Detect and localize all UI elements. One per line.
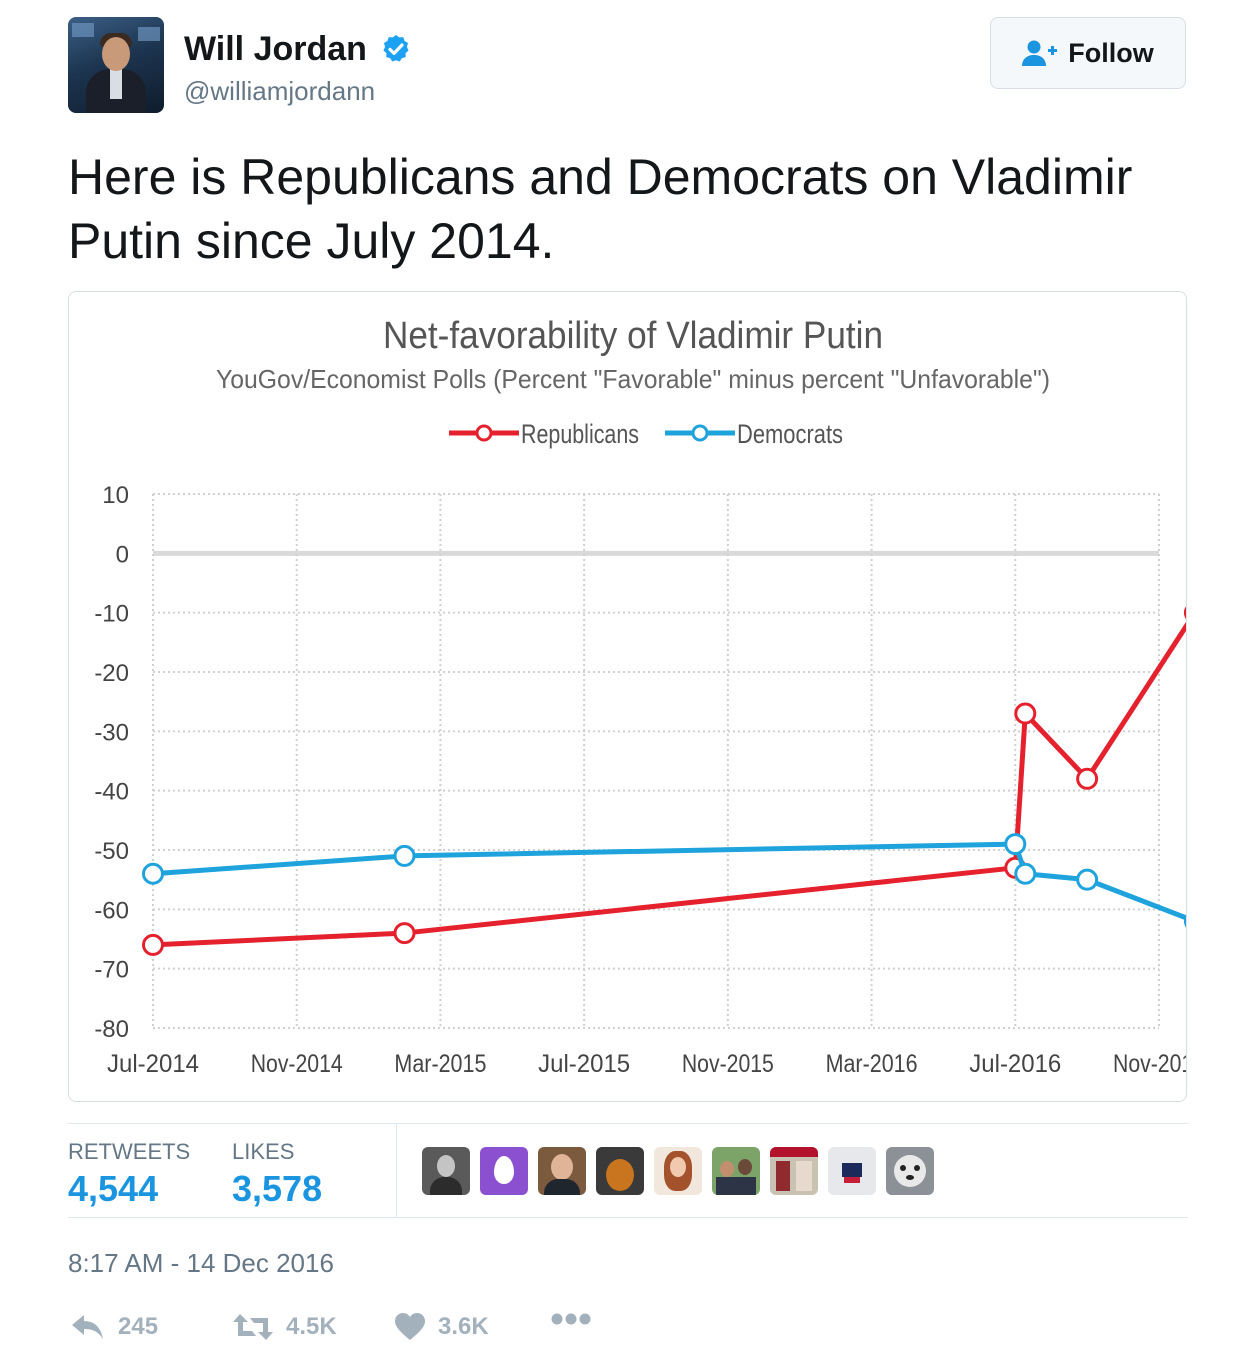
x-tick-label: Jul-2015 <box>538 1050 630 1078</box>
liker-avatar-egg[interactable] <box>480 1147 528 1195</box>
x-tick-label: Nov-2015 <box>682 1050 774 1078</box>
x-tick-label: Nov-2014 <box>251 1050 343 1078</box>
likes-label[interactable]: LIKES <box>232 1139 295 1164</box>
x-tick-label: Nov-2016 <box>1113 1050 1187 1078</box>
stats-divider-bottom <box>68 1217 1188 1218</box>
series-line-democrats <box>152 841 1186 921</box>
retweets-label[interactable]: RETWEETS <box>68 1139 191 1164</box>
chart-grid <box>152 493 1160 1029</box>
author-handle[interactable]: @williamjordann <box>184 76 376 106</box>
y-tick-label: -40 <box>94 779 129 806</box>
tweet-text: Here is Republicans and Democrats on Vla… <box>68 149 1133 269</box>
legend-label: Republicans <box>521 419 639 449</box>
avatar-shirt <box>110 69 122 99</box>
liker-avatar[interactable] <box>538 1147 586 1195</box>
legend-label: Democrats <box>737 419 843 449</box>
author-name[interactable]: Will Jordan <box>184 30 367 68</box>
liker-avatar[interactable] <box>886 1147 934 1195</box>
data-point-republicans <box>393 922 416 945</box>
retweet-icon <box>233 1314 273 1340</box>
x-axis: Jul-2014 Nov-2014 Mar-2015 Jul-2015 Nov-2015… <box>107 1050 1187 1078</box>
follow-label: Follow <box>1068 37 1154 68</box>
data-point-democrats <box>1004 833 1027 856</box>
data-point-democrats <box>1014 862 1037 885</box>
data-point-democrats <box>1183 914 1186 928</box>
liker-avatar[interactable] <box>770 1147 818 1195</box>
data-point-republicans <box>1183 606 1186 620</box>
x-tick-label: Mar-2016 <box>826 1050 918 1078</box>
retweets-count[interactable]: 4,544 <box>68 1168 159 1209</box>
reply-button[interactable]: 245 <box>70 1312 158 1342</box>
stats-divider-top <box>68 1123 1188 1124</box>
chart-image[interactable]: Net-favorability of Vladimir Putin YouGo… <box>68 291 1187 1102</box>
y-tick-label: -70 <box>94 957 129 984</box>
y-tick-label: -20 <box>94 660 129 687</box>
data-point-republicans <box>1076 767 1099 790</box>
likes-count[interactable]: 3,578 <box>232 1168 323 1209</box>
chart-subtitle: YouGov/Economist Polls (Percent "Favorab… <box>216 364 1050 394</box>
chart-legend: Republicans Democrats <box>449 419 843 449</box>
legend-marker <box>475 424 493 442</box>
data-point-democrats <box>393 844 416 867</box>
data-point-republicans <box>1014 702 1037 725</box>
chart-title: Net-favorability of Vladimir Putin <box>383 315 883 357</box>
y-tick-label: 0 <box>116 541 129 568</box>
y-tick-label: -10 <box>94 601 129 628</box>
add-user-icon <box>1022 40 1058 66</box>
y-tick-label: -30 <box>94 719 129 746</box>
tweet-timestamp[interactable]: 8:17 AM - 14 Dec 2016 <box>68 1248 334 1278</box>
liker-avatar[interactable] <box>596 1147 644 1195</box>
avatar-background <box>72 23 94 37</box>
reply-icon <box>72 1315 103 1339</box>
x-tick-label: Jul-2014 <box>107 1050 199 1078</box>
more-button[interactable] <box>550 1312 592 1326</box>
liker-avatar[interactable] <box>828 1147 876 1195</box>
liker-avatar[interactable] <box>712 1147 760 1195</box>
avatar-face <box>102 37 130 71</box>
y-tick-label: 10 <box>102 482 129 509</box>
verified-badge-icon <box>383 35 409 62</box>
y-tick-label: -80 <box>94 1016 129 1043</box>
stats-divider <box>396 1124 397 1217</box>
liker-avatar[interactable] <box>654 1147 702 1195</box>
heart-icon <box>395 1313 425 1340</box>
retweet-count: 4.5K <box>286 1313 337 1340</box>
data-point-democrats <box>1076 868 1099 891</box>
y-tick-label: -50 <box>94 838 129 865</box>
data-point-democrats <box>142 862 164 885</box>
follow-button[interactable]: Follow <box>990 17 1186 89</box>
more-icon <box>551 1313 591 1325</box>
liker-avatar[interactable] <box>422 1147 470 1195</box>
series-line-republicans <box>152 621 1186 948</box>
like-count: 3.6K <box>438 1313 489 1340</box>
retweet-button[interactable]: 4.5K <box>232 1312 337 1342</box>
legend-marker <box>691 424 709 442</box>
author-avatar[interactable] <box>68 17 164 113</box>
y-axis: 10 0 -10 -20 -30 -40 -50 -60 -70 -80 <box>94 482 129 1043</box>
like-button[interactable]: 3.6K <box>394 1312 489 1342</box>
data-point-republicans <box>142 933 164 956</box>
chart-series <box>142 606 1186 956</box>
chart: Net-favorability of Vladimir Putin YouGo… <box>94 315 1187 1078</box>
y-tick-label: -60 <box>94 897 129 924</box>
reply-count: 245 <box>118 1313 159 1340</box>
liker-avatars <box>422 1147 934 1195</box>
x-tick-label: Mar-2015 <box>394 1050 486 1078</box>
x-tick-label: Jul-2016 <box>969 1050 1061 1078</box>
avatar-background <box>138 27 160 41</box>
